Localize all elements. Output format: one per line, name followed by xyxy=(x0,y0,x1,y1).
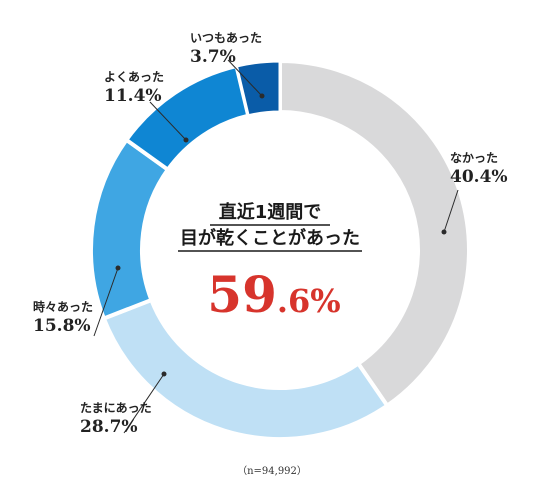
leader-dot-3 xyxy=(115,265,121,271)
donut-segment-5 xyxy=(234,59,282,118)
leader-dot-2 xyxy=(161,371,167,377)
center-percentage: 59.6% xyxy=(207,265,340,324)
center-title-line1: 直近1週間で xyxy=(219,201,322,223)
center-title: 直近1週間で 目が乾くことがあった xyxy=(178,201,362,252)
category-label-1: なかった xyxy=(450,151,498,165)
leader-line-3 xyxy=(93,267,119,337)
leader-line-1 xyxy=(443,189,459,233)
value-label-4: 11.4% xyxy=(104,86,162,106)
donut-segment-1 xyxy=(278,58,471,409)
leader-dot-1 xyxy=(441,229,447,235)
value-label-3: 15.8% xyxy=(33,316,91,336)
sample-size-note: （n=94,992） xyxy=(237,465,307,477)
value-label-2: 28.7% xyxy=(80,417,138,437)
segment-labels: なかった 40.4% たまにあった 28.7% 時々あった 15.8% よくあった 11.4%… xyxy=(33,31,508,437)
center-title-line2: 目が乾くことがあった xyxy=(180,227,360,249)
center-percentage-rest: .6% xyxy=(277,282,341,320)
category-label-5: いつもあった xyxy=(190,31,262,45)
value-label-5: 3.7% xyxy=(190,47,236,67)
category-label-4: よくあった xyxy=(104,70,164,84)
leader-line-5 xyxy=(227,59,263,97)
center-percentage-int: 59 xyxy=(207,265,277,324)
category-label-2: たまにあった xyxy=(80,401,152,415)
leader-lines xyxy=(93,59,459,434)
leader-line-4 xyxy=(149,101,187,141)
value-label-1: 40.4% xyxy=(450,167,508,187)
category-label-3: 時々あった xyxy=(33,299,93,314)
donut-segment-3 xyxy=(89,137,171,322)
leader-line-2 xyxy=(123,373,165,434)
leader-dot-4 xyxy=(183,137,189,143)
leader-dot-5 xyxy=(259,93,265,99)
donut-segments xyxy=(89,58,471,441)
